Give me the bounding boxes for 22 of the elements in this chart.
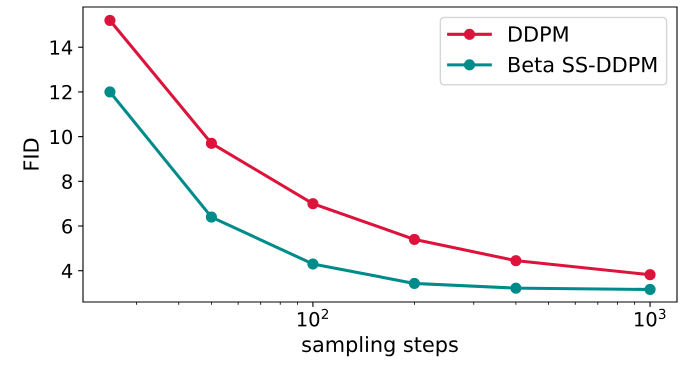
y-tick-label: 12 [50, 84, 72, 100]
point [408, 234, 420, 245]
y-tick-label: 8 [62, 174, 72, 189]
y-axis-title: FID [23, 138, 39, 170]
point [408, 278, 420, 290]
legend-label: Beta SS-DDPM [509, 56, 656, 72]
y-tick-label: 6 [62, 218, 72, 234]
point [104, 86, 116, 98]
point [307, 198, 318, 210]
x-tick-label: 10$^{2}$ [298, 308, 328, 327]
point [510, 255, 522, 266]
point [206, 212, 217, 223]
legend-label: DDPM [509, 26, 568, 42]
point [510, 282, 522, 294]
y-tick-label: 4 [62, 264, 72, 278]
point [206, 138, 217, 149]
point [104, 14, 116, 26]
y-tick-label: 14 [50, 40, 72, 55]
y-tick-label: 10 [50, 130, 72, 144]
x-axis-title: sampling steps [302, 336, 458, 356]
point [307, 258, 318, 270]
x-tick-label: 10$^{3}$ [635, 308, 666, 327]
